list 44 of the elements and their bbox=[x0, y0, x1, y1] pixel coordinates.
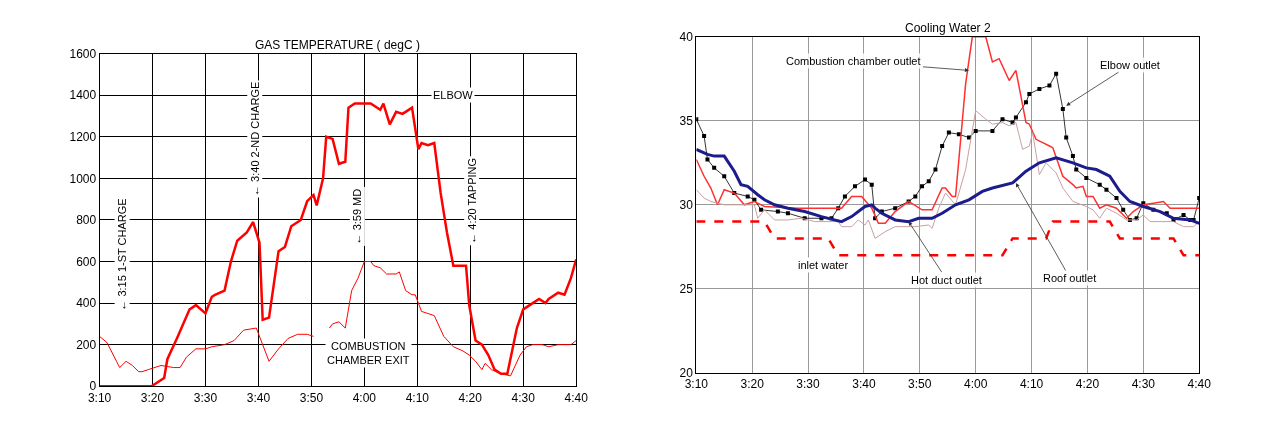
y-tick-label: 1200 bbox=[69, 129, 97, 144]
y-tick-label: 200 bbox=[76, 337, 97, 352]
annotation: Hot duct outlet bbox=[911, 274, 982, 286]
y-tick-label: 30 bbox=[679, 198, 694, 213]
y-tick-label: 600 bbox=[76, 254, 97, 269]
x-tick-label: 3:40 bbox=[852, 377, 876, 392]
y-tick-label: 25 bbox=[679, 282, 694, 297]
x-tick-label: 4:20 bbox=[458, 390, 483, 405]
x-tick-label: 3:20 bbox=[740, 377, 765, 392]
annotation: ← 4:20 TAPPING bbox=[465, 157, 478, 244]
x-tick-label: 3:50 bbox=[299, 390, 324, 405]
x-tick-label: 4:30 bbox=[1131, 377, 1156, 392]
x-tick-label: 3:40 bbox=[246, 390, 271, 405]
chart-title: GAS TEMPERATURE ( degC ) bbox=[255, 38, 420, 52]
x-tick-label: 3:30 bbox=[193, 390, 218, 405]
y-tick-label: 800 bbox=[76, 213, 97, 228]
x-tick-label: 3:20 bbox=[140, 390, 165, 405]
x-tick-label: 3:30 bbox=[796, 377, 821, 392]
x-tick-label: 4:30 bbox=[511, 390, 536, 405]
annotation: Roof outlet bbox=[1043, 272, 1097, 284]
annotation: inlet water bbox=[798, 259, 849, 271]
x-tick-label: 4:10 bbox=[405, 390, 430, 405]
x-tick-label: 4:20 bbox=[1075, 377, 1100, 392]
x-tick-label: 3:50 bbox=[908, 377, 932, 392]
y-tick-label: 1400 bbox=[69, 88, 97, 103]
annotation: ELBOW bbox=[433, 89, 474, 101]
x-tick-label: 4:40 bbox=[564, 390, 589, 405]
annotation: Combustion chamber outlet bbox=[786, 55, 921, 67]
y-tick-label: 1600 bbox=[69, 46, 97, 61]
x-tick-label: 3:10 bbox=[684, 377, 709, 392]
x-tick-label: 4:10 bbox=[1019, 377, 1044, 392]
chart-title: Cooling Water 2 bbox=[905, 21, 991, 35]
annotation: ← 3:40 2-ND CHARGE bbox=[248, 81, 261, 196]
annotation: ← 3:59 MD bbox=[351, 188, 364, 245]
annotation: Elbow outlet bbox=[1100, 59, 1160, 71]
y-tick-label: 35 bbox=[679, 114, 694, 129]
y-tick-label: 40 bbox=[679, 30, 694, 45]
y-tick-label: 400 bbox=[76, 296, 97, 311]
annotation: COMBUSTION CHAMBER EXIT bbox=[327, 340, 410, 367]
x-tick-label: 4:00 bbox=[352, 390, 377, 405]
x-tick-label: 4:00 bbox=[964, 377, 988, 392]
x-tick-label: 4:40 bbox=[1187, 377, 1212, 392]
y-tick-label: 1000 bbox=[69, 171, 97, 186]
annotation: ← 3:15 1-ST CHARGE bbox=[116, 198, 129, 311]
